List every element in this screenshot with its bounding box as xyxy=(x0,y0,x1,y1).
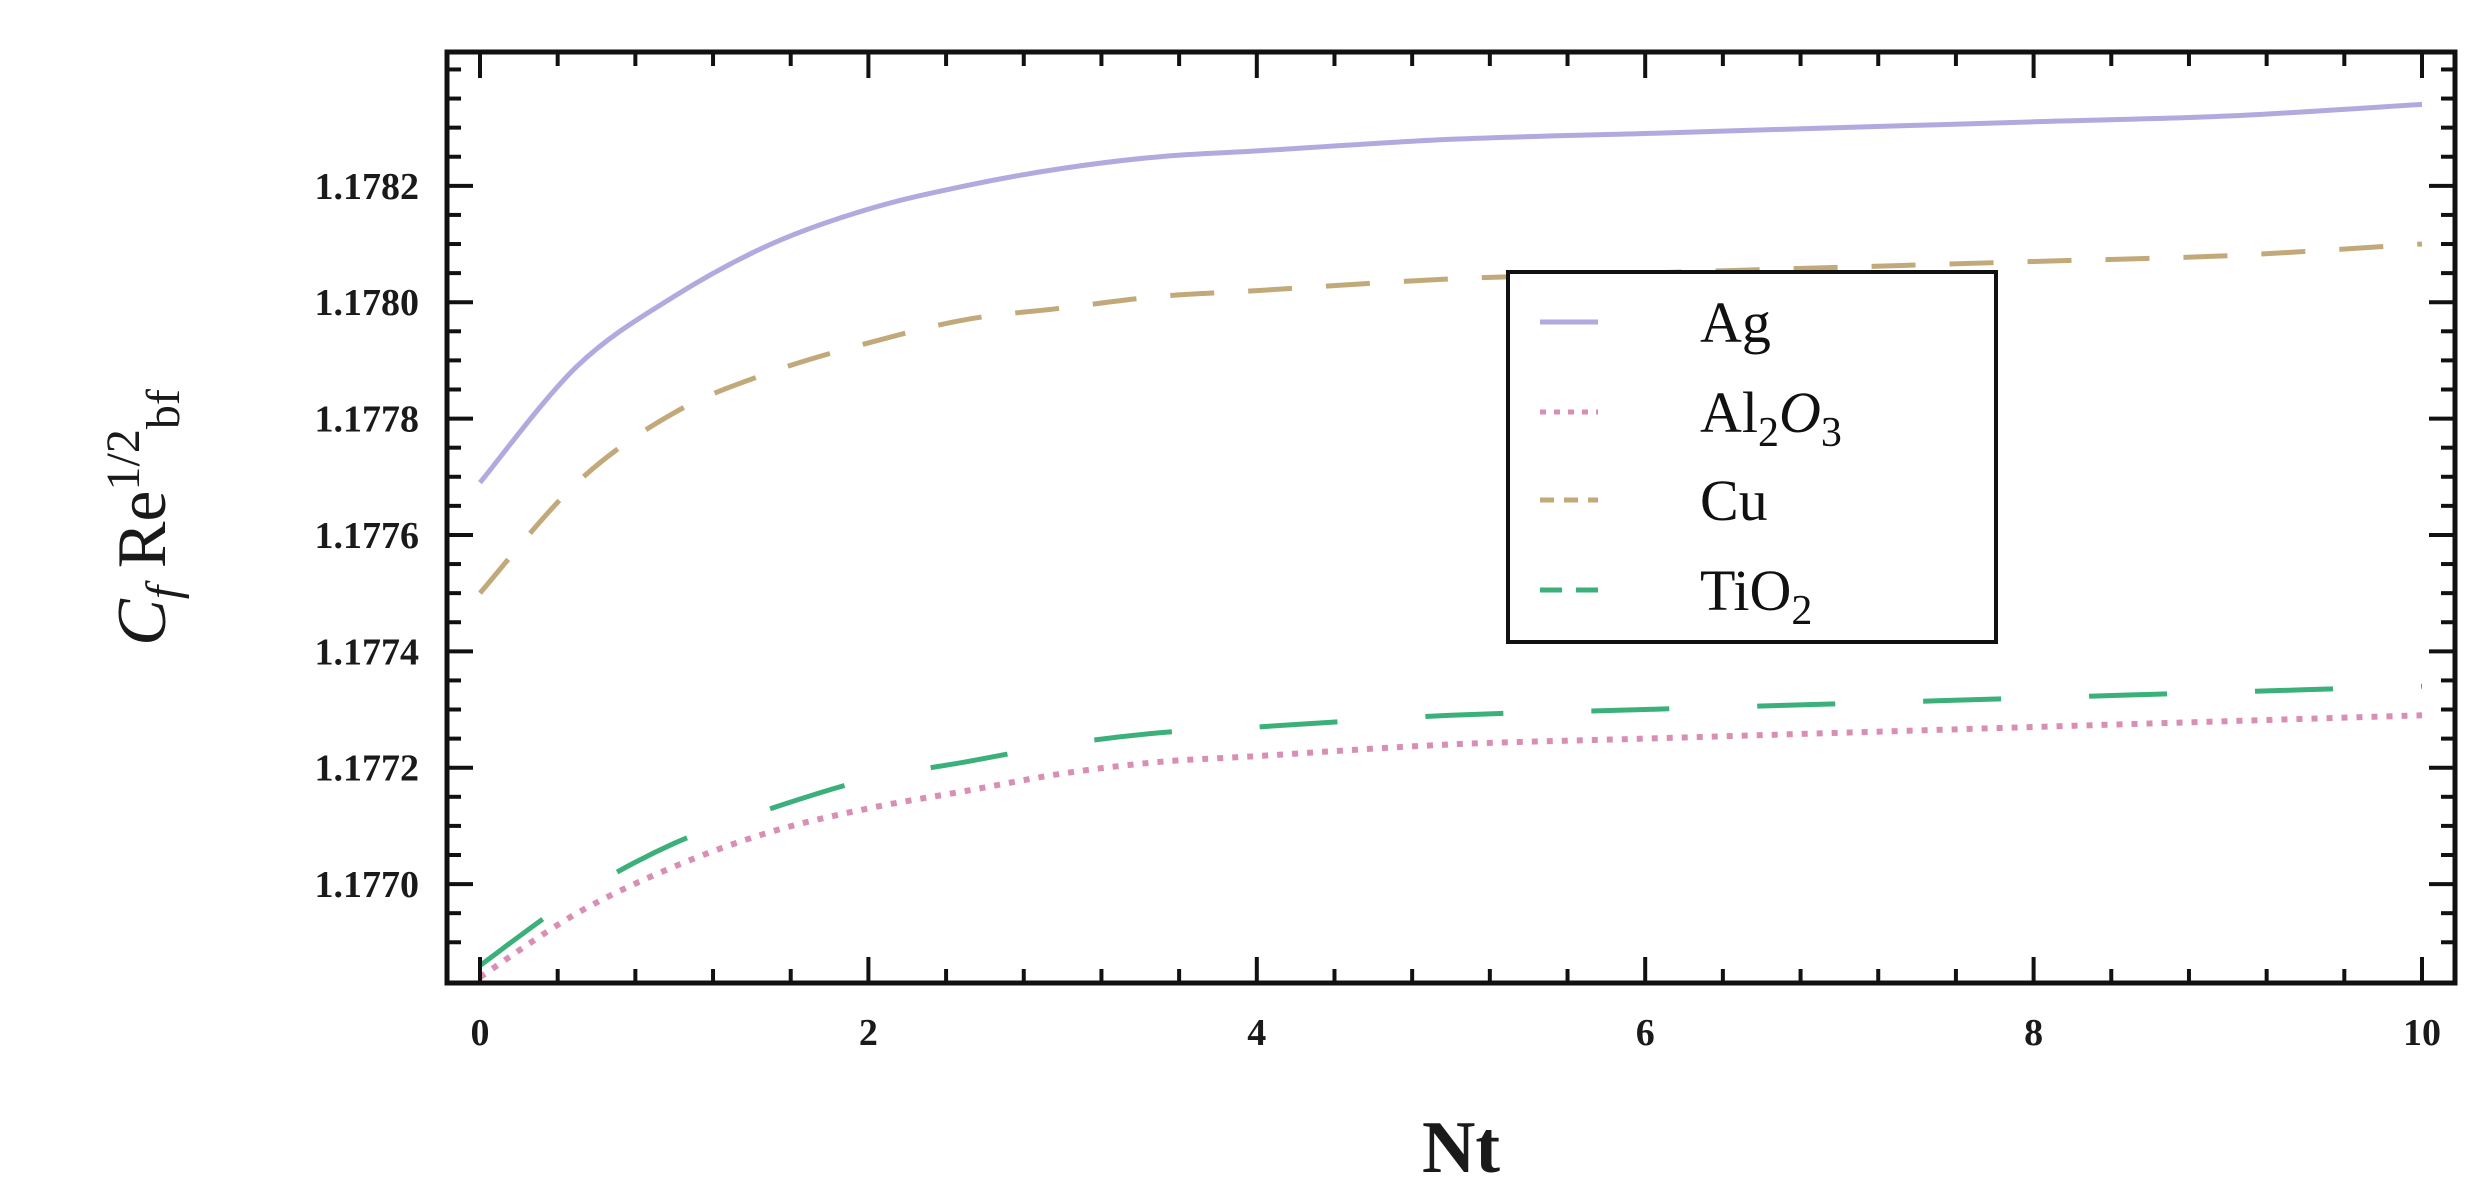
legend-label-0: Ag xyxy=(1700,290,1771,355)
y-title-re: Re xyxy=(104,491,181,586)
y-tick-label: 1.1780 xyxy=(315,282,420,324)
legend-label-base2: O xyxy=(1779,380,1821,445)
x-tick-label: 4 xyxy=(1247,1012,1266,1054)
plot-frame xyxy=(444,49,2458,986)
x-axis-title: Nt xyxy=(1422,1107,1500,1189)
series-line-1 xyxy=(478,712,2423,980)
y-tick-label: 1.1772 xyxy=(315,748,420,790)
series-line-2 xyxy=(478,241,2423,595)
legend-label-sub2: 3 xyxy=(1821,410,1842,456)
legend-label-sub: 2 xyxy=(1791,588,1812,634)
y-tick-label: 1.1770 xyxy=(315,864,420,906)
legend-label-base: Al xyxy=(1700,380,1758,445)
legend-label-sub: 2 xyxy=(1758,410,1779,456)
y-tick-label: 1.1778 xyxy=(315,399,420,441)
x-tick-label: 8 xyxy=(2024,1012,2043,1054)
y-title-sub-bf: bf xyxy=(137,389,190,429)
y-tick-label: 1.1782 xyxy=(315,166,420,208)
x-tick-label: 2 xyxy=(859,1012,878,1054)
legend-label-1: Al2O3 xyxy=(1700,380,1842,456)
legend-label-2: Cu xyxy=(1700,468,1768,533)
ticks-layer: 0 2 4 6 8 10 1.1770 1.1772 1.1774 1.1776 1.1778 1.1… xyxy=(315,52,2455,1054)
x-tick-label: 10 xyxy=(2403,1012,2441,1054)
x-tick-label: 0 xyxy=(471,1012,490,1054)
x-tick-label: 6 xyxy=(1636,1012,1655,1054)
legend-box xyxy=(1506,270,1998,644)
legend-label-base: TiO xyxy=(1700,558,1791,623)
series-line-3 xyxy=(478,683,2423,968)
y-tick-label: 1.1776 xyxy=(315,515,420,557)
series-line-0 xyxy=(478,101,2423,485)
legend-label-3: TiO2 xyxy=(1700,558,1812,634)
series-layer xyxy=(478,101,2423,980)
y-title-base: C xyxy=(104,598,181,646)
y-axis-title: Cf Re1/2bf xyxy=(97,389,190,646)
y-title-sup: 1/2 xyxy=(97,429,150,490)
y-tick-label: 1.1774 xyxy=(315,631,420,673)
